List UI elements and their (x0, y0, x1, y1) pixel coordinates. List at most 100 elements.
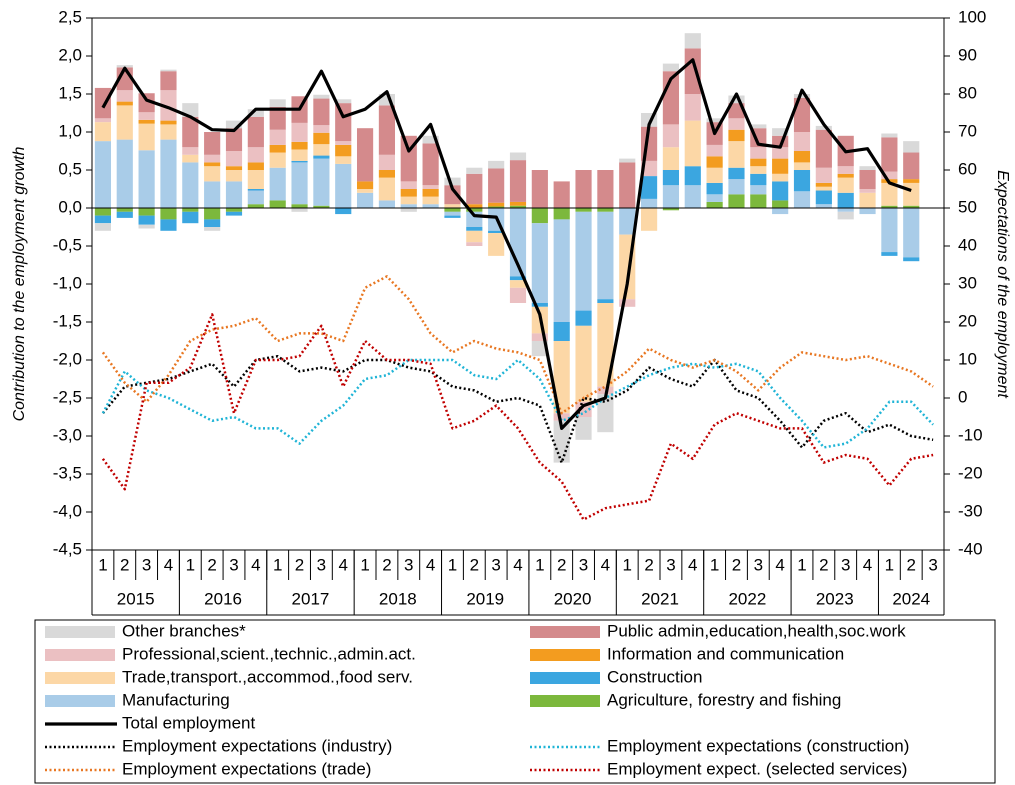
bar-segment (597, 299, 614, 303)
bar-segment (859, 189, 876, 193)
y2-axis-title: Expectations of the employment (994, 170, 1011, 398)
bar-segment (94, 118, 112, 123)
bar-segment (772, 147, 789, 159)
year-label: 2019 (466, 589, 504, 608)
bar-segment (531, 223, 548, 303)
y-tick-label: -1,5 (53, 311, 82, 330)
bar-segment (640, 208, 658, 231)
bar-segment (400, 208, 417, 212)
bar-segment (553, 208, 570, 220)
x-tick-label: 3 (229, 555, 238, 574)
bar-segment (509, 205, 527, 208)
y2-tick-label: 40 (958, 235, 977, 254)
bar-segment (750, 173, 767, 186)
y-tick-label: 2,5 (58, 7, 82, 26)
bar-segment (160, 90, 177, 121)
y2-tick-label: 60 (958, 159, 977, 178)
bar-segment (706, 194, 723, 202)
bar-segment (772, 128, 789, 136)
bar-segment (837, 211, 854, 220)
bar-segment (706, 182, 723, 195)
total-line (101, 58, 912, 430)
x-tick-label: 2 (906, 555, 915, 574)
bar-segment (335, 163, 352, 208)
y-tick-label: -4,5 (53, 539, 82, 558)
bar-segment (815, 182, 832, 187)
bar-segment (640, 198, 658, 208)
bar-segment (793, 151, 811, 163)
y2-tick-label: 90 (958, 45, 977, 64)
bar-segment (488, 168, 505, 203)
bar-segment (400, 189, 417, 197)
bar-segment (597, 303, 614, 387)
legend-swatch (530, 695, 600, 707)
bar-segment (204, 208, 221, 220)
bar-segment (444, 208, 461, 212)
y-tick-label: -0,5 (53, 235, 82, 254)
bar-segment (684, 94, 701, 121)
bar-segment (335, 141, 352, 145)
bar-segment (662, 147, 680, 170)
bar-segment (509, 152, 527, 161)
bar-segment (750, 124, 767, 129)
bar-segment (138, 119, 155, 124)
y-tick-label: 1,5 (58, 83, 82, 102)
bar-segment (160, 139, 177, 208)
bar-segment (422, 196, 439, 205)
bar-segment (313, 155, 330, 159)
legend-swatch (45, 672, 115, 684)
bar-segment (466, 208, 483, 212)
bar-segment (881, 208, 898, 253)
bar-segment (706, 156, 723, 168)
bar-segment (706, 201, 723, 208)
bar-segment (247, 204, 264, 208)
legend-swatch (530, 672, 600, 684)
legend-label: Other branches* (122, 621, 246, 640)
y-tick-label: -3,0 (53, 425, 82, 444)
y-tick-label: -2,0 (53, 349, 82, 368)
y2-tick-label: 80 (958, 83, 977, 102)
bar-segment (575, 170, 592, 208)
y2-tick-label: 100 (958, 7, 986, 26)
bar-segment (859, 166, 876, 170)
bar-segment (444, 185, 461, 205)
x-tick-label: 4 (601, 555, 610, 574)
x-tick-label: 1 (535, 555, 544, 574)
x-tick-label: 2 (470, 555, 479, 574)
bar-segment (422, 189, 439, 197)
bar-segment (903, 179, 920, 183)
bar-segment (728, 194, 745, 208)
bar-segment (684, 166, 701, 186)
year-label: 2024 (892, 589, 930, 608)
bar-segment (269, 106, 286, 130)
bar-segment (793, 97, 811, 132)
bar-segment (466, 173, 483, 205)
bar-segment (160, 219, 177, 231)
legend-label: Manufacturing (122, 690, 230, 709)
bar-segment (837, 192, 854, 208)
x-tick-label: 1 (273, 555, 282, 574)
y2-tick-label: 30 (958, 273, 977, 292)
x-tick-label: 4 (775, 555, 784, 574)
bar-segment (225, 170, 243, 182)
bar-segment (182, 211, 199, 224)
bar-segment (116, 208, 133, 212)
bar-segment (313, 158, 330, 206)
expectation-line (101, 354, 934, 464)
year-label: 2021 (641, 589, 679, 608)
bar-segment (662, 208, 680, 211)
bar-segment (204, 181, 221, 208)
bar-segment (225, 128, 243, 151)
bar-segment (247, 170, 264, 189)
bar-segment (837, 177, 854, 193)
bar-segment (116, 105, 133, 140)
bar-segment (466, 204, 483, 208)
bar-segment (553, 219, 570, 322)
y2-tick-label: -20 (958, 463, 983, 482)
y-tick-label: 0,0 (58, 197, 82, 216)
bar-segment (684, 33, 701, 49)
bar-segment (750, 158, 767, 167)
x-tick-label: 3 (491, 555, 500, 574)
bar-segment (313, 144, 330, 156)
bar-segment (247, 189, 264, 191)
